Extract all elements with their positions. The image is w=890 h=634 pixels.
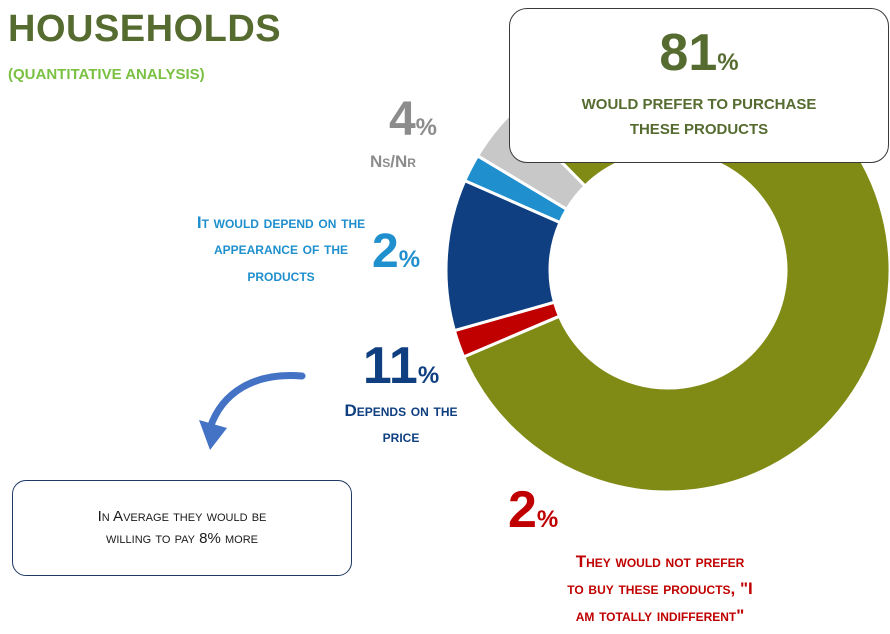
price-percent: 11% (362, 337, 440, 395)
price-label: 11% Depends on the price (296, 340, 506, 451)
nsnr-caption: Ns/Nr (370, 152, 416, 171)
arrow-head-icon (199, 420, 227, 450)
appearance-caption: It would depend on the appearance of the… (196, 213, 366, 285)
prefer-percent: 81% (659, 24, 739, 82)
page-subtitle: (QUANTITATIVE ANALYSIS) (8, 66, 205, 83)
prefer-caption: WOULD PREFER TO PURCHASE THESE PRODUCTS (581, 96, 817, 138)
appearance-percent: 2% (372, 225, 421, 278)
nsnr-percent: 4% (388, 93, 438, 146)
curved-arrow-icon (206, 371, 306, 432)
prefer-callout: 81% WOULD PREFER TO PURCHASE THESE PRODU… (509, 8, 889, 163)
page-title: HOUSEHOLDS (8, 8, 282, 50)
nsnr-label: 4% Ns/Nr (368, 96, 458, 176)
price-caption: Depends on the price (344, 401, 458, 447)
notprefer-caption: They would not prefer to buy these produ… (567, 552, 753, 626)
average-note: In Average they would be willing to pay … (12, 480, 352, 576)
notprefer-percent: 2% (508, 481, 559, 539)
